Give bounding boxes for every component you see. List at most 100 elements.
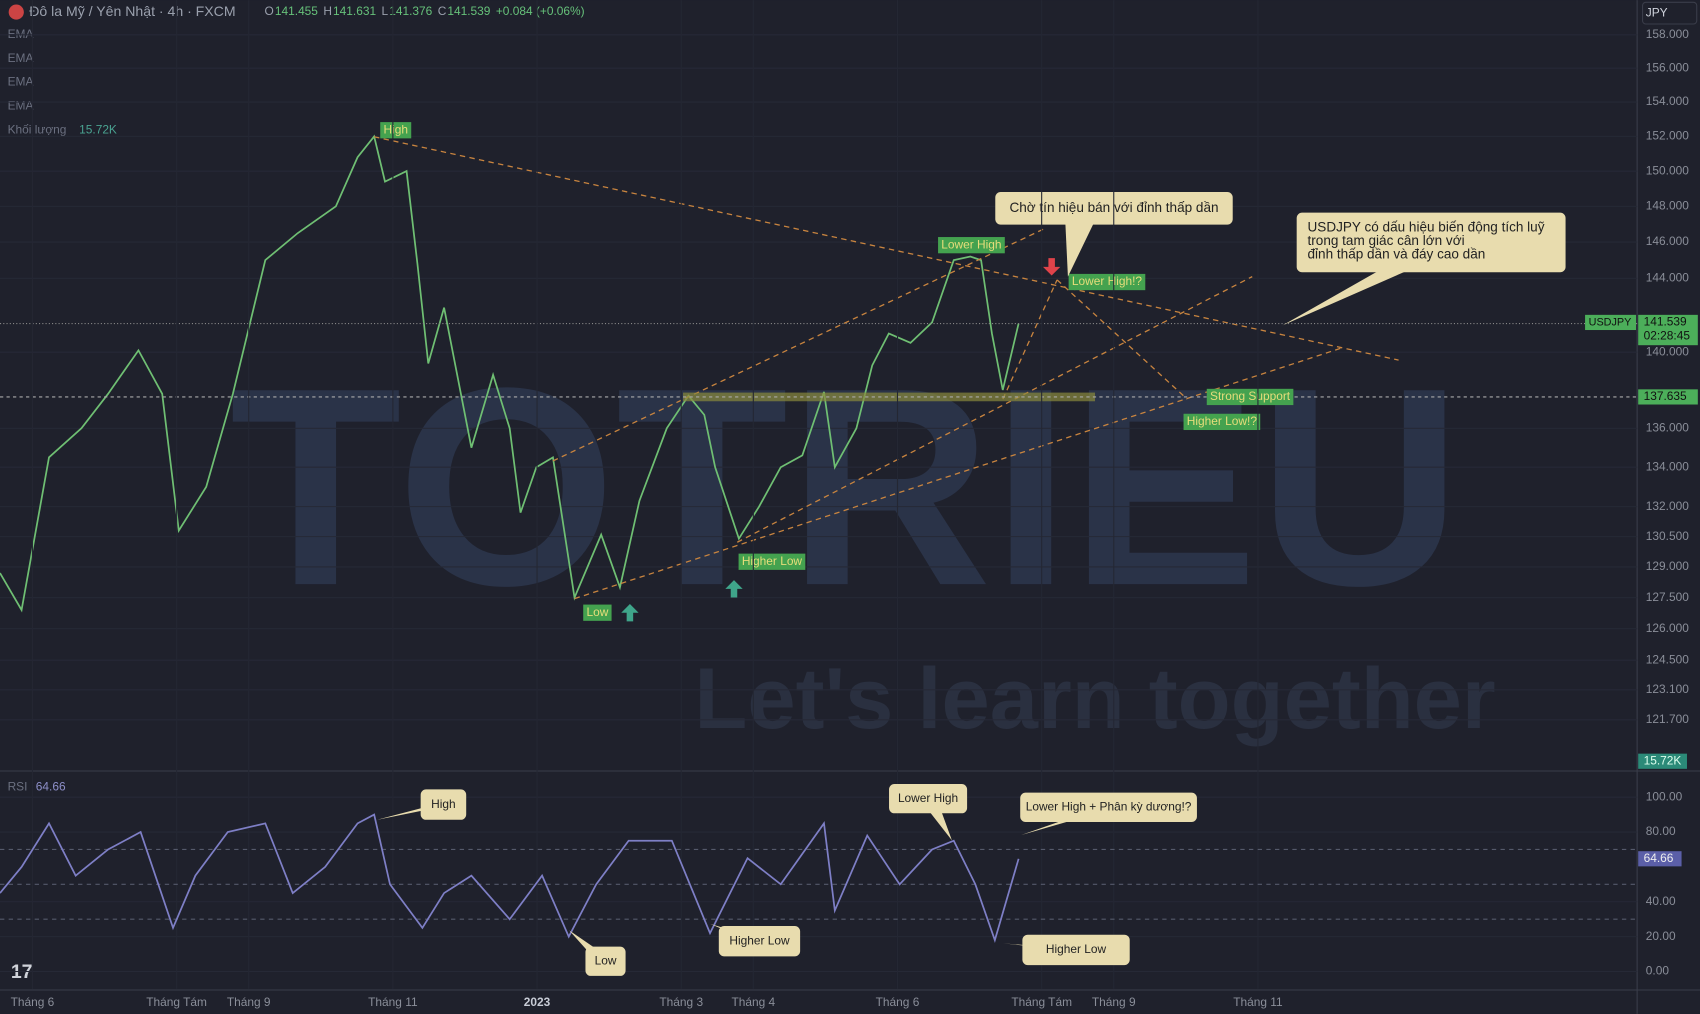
last-price-symbol: USDJPY (1589, 316, 1632, 328)
x-tick-label: Tháng 6 (11, 995, 55, 1009)
x-tick-label: Tháng 9 (1092, 995, 1136, 1009)
y-tick-label: 158.000 (1646, 27, 1689, 41)
annotation-tag: Strong Support (1206, 388, 1294, 406)
callout-text: trong tam giác cân lớn với (1308, 233, 1465, 248)
tag-text: Lower High!? (1072, 274, 1143, 288)
tag-text: High (383, 122, 408, 136)
y-tick-label: 146.000 (1646, 234, 1689, 248)
x-tick-label: Tháng 11 (1233, 995, 1283, 1009)
tag-text: Strong Support (1210, 389, 1291, 403)
price-axis (1637, 0, 1700, 1014)
tag-box (1183, 413, 1261, 431)
ema-label: EMA (8, 75, 34, 89)
ohlc-value: 141.631 (333, 4, 376, 18)
rsi-value-tag: 64.66 (1644, 851, 1674, 865)
callout-text: Higher Low (1046, 942, 1107, 956)
legend: EMA EMA EMA EMA Khối lượng 15.72K RSI 64… (8, 27, 117, 983)
annotation-tag: High (380, 122, 412, 139)
tag-text: Higher Low (742, 554, 803, 568)
y-tick-label: 123.100 (1646, 682, 1689, 696)
support-price-box (1638, 389, 1698, 405)
x-tick-label: Tháng Tám (146, 995, 207, 1009)
last-price-box (1638, 314, 1698, 346)
tag-box (583, 604, 612, 621)
annotation-tag: Lower High!? (1068, 273, 1146, 291)
callout-text: Lower High (898, 791, 958, 805)
y-tick-label: 132.000 (1646, 499, 1689, 513)
callout-box (1020, 792, 1197, 822)
y-tick-label: 144.000 (1646, 270, 1689, 284)
countdown: 02:28:45 (1644, 329, 1691, 343)
callout-text: đỉnh thấp dần và đáy cao dần (1308, 247, 1486, 262)
y-tick-label: 140.000 (1646, 344, 1689, 358)
currency-button[interactable] (1641, 1, 1698, 25)
x-tick-label: Tháng Tám (1011, 995, 1072, 1009)
tag-box (738, 553, 806, 570)
y-tick-label: 40.00 (1646, 894, 1676, 908)
callout-text: USDJPY có dấu hiệu biến động tích luỹ (1308, 219, 1545, 234)
trend-line (736, 276, 1253, 543)
callout-text: Higher Low (729, 933, 790, 947)
rsi-value: 64.66 (36, 779, 66, 793)
volume-last: 15.72K (1644, 753, 1682, 767)
callout-box (420, 789, 467, 820)
annotation-tag: Higher Low!? (1183, 413, 1261, 431)
ohlc-value: 141.376 (389, 4, 432, 18)
tag-text: Lower High (941, 237, 1001, 251)
annotation-tag: Lower High (938, 237, 1005, 254)
rsi-label: RSI (8, 779, 28, 793)
trend-line (552, 227, 1047, 462)
series-line (0, 813, 1020, 943)
trend-line (1056, 279, 1188, 400)
tag-box (380, 122, 412, 139)
y-tick-label: 121.700 (1646, 712, 1689, 726)
callout-text: Low (595, 953, 617, 967)
y-tick-label: 0.00 (1646, 964, 1670, 978)
ohlc-key: O (265, 4, 274, 18)
tag-text: Low (586, 605, 608, 619)
last-price-tag (1585, 314, 1637, 331)
x-tick-label: Tháng 9 (227, 995, 271, 1009)
ohlc-value: 141.455 (275, 4, 318, 18)
rsi-value-box (1638, 851, 1682, 867)
arrow-down (1042, 258, 1061, 276)
header: Đô la Mỹ / Yên Nhật · 4h · FXCM (8, 3, 236, 20)
y-tick-label: 154.000 (1646, 94, 1689, 108)
tag-box (1206, 388, 1294, 406)
y-tick-label: 134.000 (1646, 459, 1689, 473)
annotation-tag: Higher Low (738, 553, 806, 570)
y-tick-label: 129.000 (1646, 559, 1689, 573)
y-tick-label: 127.500 (1646, 590, 1689, 604)
volume-label: Khối lượng (8, 122, 67, 136)
currency[interactable]: JPY (1646, 5, 1668, 19)
ema-label: EMA (8, 27, 34, 41)
y-tick-label: 150.000 (1646, 163, 1689, 177)
tag-box (1068, 273, 1146, 291)
y-tick-label: 136.000 (1646, 420, 1689, 434)
watermark-slogan: Let's learn together (694, 650, 1495, 747)
y-tick-label: 100.00 (1646, 789, 1683, 803)
callout-text: High (431, 797, 456, 811)
y-tick-label: 124.500 (1646, 652, 1689, 666)
x-tick-label: 2023 (524, 995, 551, 1009)
support-zone (683, 392, 1096, 402)
last-price-value: 141.539 (1644, 315, 1687, 329)
ohlc-value: 141.539 (447, 4, 490, 18)
callout-box (889, 784, 968, 814)
arrow-up (621, 604, 639, 622)
series-line (0, 134, 1020, 613)
x-tick-label: Tháng 11 (368, 995, 418, 1009)
ema-label: EMA (8, 99, 34, 113)
volume-value: 15.72K (79, 122, 117, 136)
symbol: Đô la Mỹ / Yên Nhật · 4h · FXCM (29, 3, 235, 19)
callout-text: Lower High + Phân kỳ dương!? (1026, 799, 1192, 813)
callout-box (1296, 212, 1566, 273)
y-tick-label: 130.500 (1646, 529, 1689, 543)
flag-icon (8, 4, 24, 20)
ohlc-key: C (438, 4, 447, 18)
y-tick-label: 148.000 (1646, 199, 1689, 213)
x-tick-label: Tháng 4 (731, 995, 775, 1009)
volume-box (1638, 753, 1687, 769)
annotation-tag: Low (583, 604, 612, 621)
